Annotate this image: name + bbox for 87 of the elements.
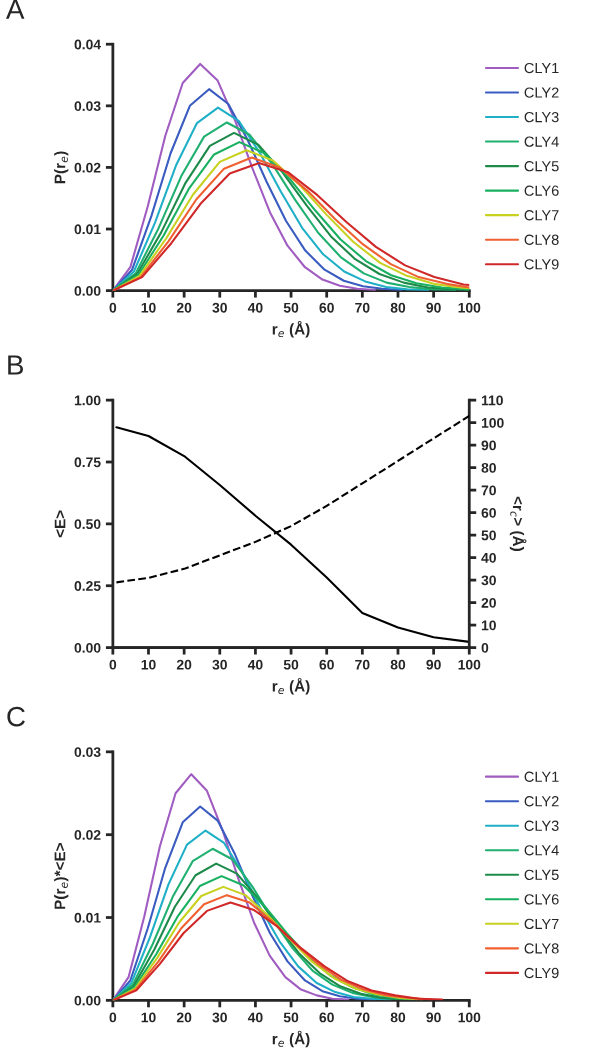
x-tick-label: 10 bbox=[141, 302, 156, 313]
y-tick-label: 0.01 bbox=[74, 224, 101, 235]
legend-label: CLY8 bbox=[524, 234, 559, 245]
x-axis-title: r$_{e}$ (Å) bbox=[272, 1030, 310, 1048]
x-tick-label: 30 bbox=[212, 1012, 227, 1023]
y2-tick-label: 80 bbox=[481, 462, 496, 473]
legend-label: CLY8 bbox=[524, 943, 559, 954]
y2-tick-label: 10 bbox=[481, 620, 496, 631]
x-tick-label: 50 bbox=[283, 1012, 299, 1023]
y2-tick-label: 110 bbox=[481, 395, 503, 406]
x-axis-title: r$_{e}$ (Å) bbox=[272, 320, 310, 338]
x-tick-label: 0 bbox=[109, 659, 117, 670]
legend-label: CLY6 bbox=[524, 185, 559, 196]
y-tick-label: 0.01 bbox=[74, 912, 101, 923]
y-tick-label: 1.00 bbox=[74, 395, 101, 406]
x-tick-label: 30 bbox=[212, 302, 227, 313]
x-tick-label: 60 bbox=[319, 1012, 334, 1023]
y-tick-label: 0.00 bbox=[74, 642, 101, 653]
x-tick-label: 90 bbox=[426, 302, 441, 313]
x-tick-label: 0 bbox=[109, 1012, 117, 1023]
x-tick-label: 80 bbox=[390, 1012, 406, 1023]
x-tick-label: 30 bbox=[212, 659, 227, 670]
text: B bbox=[8, 355, 23, 375]
x-tick-label: 100 bbox=[458, 302, 481, 313]
y-tick-label: 0.00 bbox=[74, 285, 101, 296]
x-tick-label: 90 bbox=[426, 659, 441, 670]
y2-tick-label: 100 bbox=[481, 417, 504, 428]
x-axis-title: r$_{e}$ (Å) bbox=[272, 677, 310, 695]
x-tick-label: 40 bbox=[247, 659, 263, 670]
x-tick-label: 40 bbox=[247, 1012, 263, 1023]
y2-tick-label: 30 bbox=[481, 575, 496, 586]
x-tick-label: 70 bbox=[355, 659, 370, 670]
y-tick-label: 0.75 bbox=[74, 457, 101, 468]
legend-label: CLY5 bbox=[524, 869, 559, 881]
y-axis-title: <E> bbox=[54, 510, 66, 538]
x-tick-label: 60 bbox=[319, 659, 334, 670]
legend-label: CLY7 bbox=[524, 918, 559, 930]
y-tick-label: 0.03 bbox=[74, 101, 101, 112]
x-tick-label: 20 bbox=[176, 659, 192, 670]
y2-axis-title: <r$_{c}$> (Å) bbox=[509, 496, 527, 551]
y2-tick-label: 70 bbox=[481, 485, 496, 496]
x-tick-label: 50 bbox=[283, 302, 299, 313]
y-axis-title: P(r$_{e}$) bbox=[54, 151, 69, 184]
x-tick-label: 10 bbox=[141, 659, 156, 670]
text: C bbox=[7, 706, 25, 727]
y-tick-label: 0.02 bbox=[74, 830, 101, 840]
legend-label: CLY2 bbox=[524, 796, 559, 807]
x-tick-label: 20 bbox=[176, 302, 192, 313]
legend-label: CLY5 bbox=[524, 161, 559, 172]
y-tick-label: 0.03 bbox=[74, 747, 101, 758]
text: A bbox=[6, 0, 25, 19]
x-tick-label: 10 bbox=[141, 1012, 156, 1023]
x-tick-label: 60 bbox=[319, 302, 334, 313]
y2-tick-label: 0 bbox=[481, 642, 489, 653]
y2-tick-label: 90 bbox=[481, 440, 496, 451]
x-tick-label: 20 bbox=[176, 1012, 192, 1023]
legend-label: CLY1 bbox=[524, 62, 559, 74]
y2-tick-label: 50 bbox=[481, 530, 496, 541]
legend-label: CLY9 bbox=[524, 967, 559, 979]
legend-label: CLY7 bbox=[524, 210, 559, 221]
legend-label: CLY2 bbox=[524, 87, 559, 98]
y-tick-label: 0.04 bbox=[74, 39, 101, 50]
y-tick-label: 0.02 bbox=[74, 162, 101, 173]
y-axis-title: P(r$_{e}$)*<E> bbox=[54, 843, 69, 909]
x-tick-label: 100 bbox=[458, 659, 481, 670]
x-tick-label: 70 bbox=[355, 302, 370, 313]
y2-tick-label: 60 bbox=[481, 507, 496, 518]
x-tick-label: 50 bbox=[283, 659, 299, 670]
x-tick-label: 80 bbox=[390, 302, 406, 313]
legend-label: CLY9 bbox=[524, 259, 559, 270]
legend-label: CLY3 bbox=[524, 111, 559, 123]
x-tick-label: 100 bbox=[458, 1012, 481, 1023]
legend-label: CLY6 bbox=[524, 894, 559, 905]
x-tick-label: 40 bbox=[247, 302, 263, 313]
legend-label: CLY3 bbox=[524, 820, 559, 831]
legend-label: CLY4 bbox=[524, 136, 559, 147]
legend-label: CLY1 bbox=[524, 771, 559, 782]
x-tick-label: 90 bbox=[426, 1012, 441, 1023]
x-tick-label: 70 bbox=[355, 1012, 370, 1023]
y2-tick-label: 20 bbox=[481, 597, 496, 608]
y-tick-label: 0.00 bbox=[74, 995, 101, 1006]
x-tick-label: 0 bbox=[109, 302, 117, 313]
y-tick-label: 0.25 bbox=[74, 581, 101, 591]
y-tick-label: 0.50 bbox=[74, 519, 101, 530]
legend-label: CLY4 bbox=[524, 845, 559, 856]
x-tick-label: 80 bbox=[390, 659, 406, 670]
y2-tick-label: 40 bbox=[481, 552, 496, 563]
